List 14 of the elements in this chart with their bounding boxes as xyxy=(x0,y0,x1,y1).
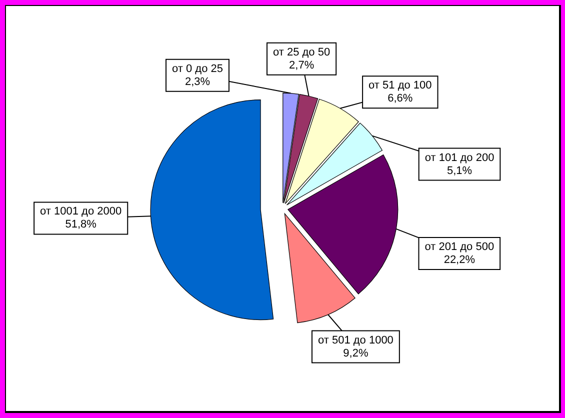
slice-label: от 51 до 100 xyxy=(368,80,432,92)
data-label: 9,2% xyxy=(343,347,368,360)
data-label: 22,2% xyxy=(444,254,476,266)
slice-label: от 101 до 200 xyxy=(424,152,494,164)
data-label: 6,6% xyxy=(388,92,413,105)
slice-label: от 0 до 25 xyxy=(172,62,223,75)
slice-label: от 201 до 500 xyxy=(424,241,494,253)
data-label: 2,7% xyxy=(289,59,314,72)
slice-label: от 25 до 50 xyxy=(273,46,330,58)
data-label: 51,8% xyxy=(65,218,97,231)
data-label: 2,3% xyxy=(184,76,210,88)
data-label: 5,1% xyxy=(446,164,472,177)
slice-label: от 501 до 1000 xyxy=(318,334,394,346)
slice-label: от 1001 до 2000 xyxy=(40,206,122,218)
